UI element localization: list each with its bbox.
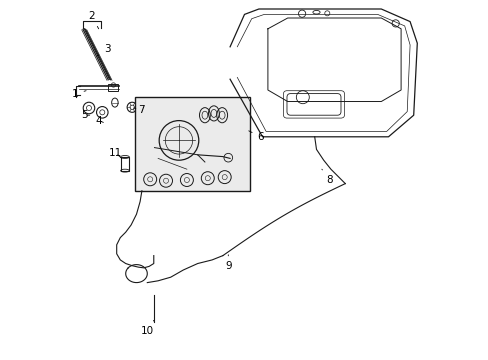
Bar	[121, 157, 129, 171]
Text: 7: 7	[133, 105, 145, 115]
Text: 4: 4	[95, 116, 103, 126]
Text: 9: 9	[224, 255, 231, 271]
Text: 8: 8	[321, 169, 332, 185]
Text: 10: 10	[141, 320, 154, 336]
Text: 11: 11	[109, 148, 122, 158]
Text: 3: 3	[97, 44, 110, 56]
Text: 1: 1	[72, 89, 86, 99]
Bar	[108, 84, 118, 91]
Bar	[134, 97, 249, 191]
Text: 2: 2	[88, 11, 99, 29]
Text: 6: 6	[248, 131, 264, 142]
Text: 5: 5	[81, 110, 89, 120]
